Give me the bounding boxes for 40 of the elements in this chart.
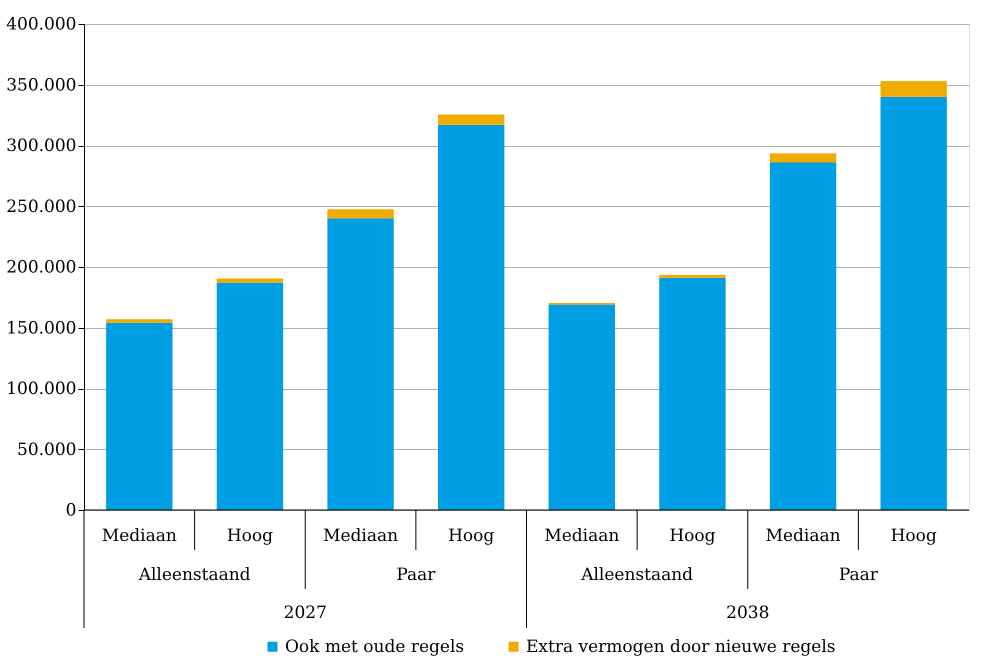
bar <box>327 218 394 510</box>
bar <box>438 114 504 125</box>
y-tick-label: 100.000 <box>6 379 76 399</box>
x-tick-label: Mediaan <box>766 526 841 546</box>
y-tick-label: 200.000 <box>6 258 76 278</box>
bar <box>770 153 836 163</box>
bar <box>438 124 504 510</box>
text: Paar <box>396 565 436 585</box>
x-tick-label: Hoog <box>448 526 494 546</box>
text: Alleenstaand <box>580 565 694 585</box>
bar <box>106 319 172 323</box>
x-tick-label: Mediaan <box>323 526 398 546</box>
y-tick-label: 0 <box>66 500 76 520</box>
bar <box>216 278 284 283</box>
text: 2038 <box>726 603 770 623</box>
bar <box>216 282 284 510</box>
x-tick-label: Mediaan <box>102 526 177 546</box>
legend-label: Ook met oude regels <box>285 636 464 657</box>
y-tick-label: 300.000 <box>6 136 76 156</box>
text: Alleenstaand <box>138 565 251 585</box>
text: Paar <box>838 565 879 585</box>
y-tick-label: 350.000 <box>6 75 76 96</box>
text: 2027 <box>284 603 327 623</box>
y-tick-label: 250.000 <box>6 196 76 217</box>
bar <box>327 209 394 218</box>
x-tick-label: Hoog <box>226 526 274 546</box>
x-tick-label: Mediaan <box>544 526 620 546</box>
x-tick-label: Hoog <box>890 526 937 546</box>
bar <box>659 278 726 510</box>
legend-label: Extra vermogen door nieuwe regels <box>526 636 836 657</box>
y-tick-label: 150.000 <box>6 318 76 338</box>
y-tick-label: 400.000 <box>6 14 76 34</box>
bar <box>106 322 172 510</box>
bar <box>770 162 836 510</box>
bar <box>659 274 726 278</box>
x-tick-label: Hoog <box>669 526 716 546</box>
bar <box>548 304 615 510</box>
bar <box>880 96 947 510</box>
bar <box>880 81 947 97</box>
y-tick-label: 50.000 <box>17 440 76 460</box>
